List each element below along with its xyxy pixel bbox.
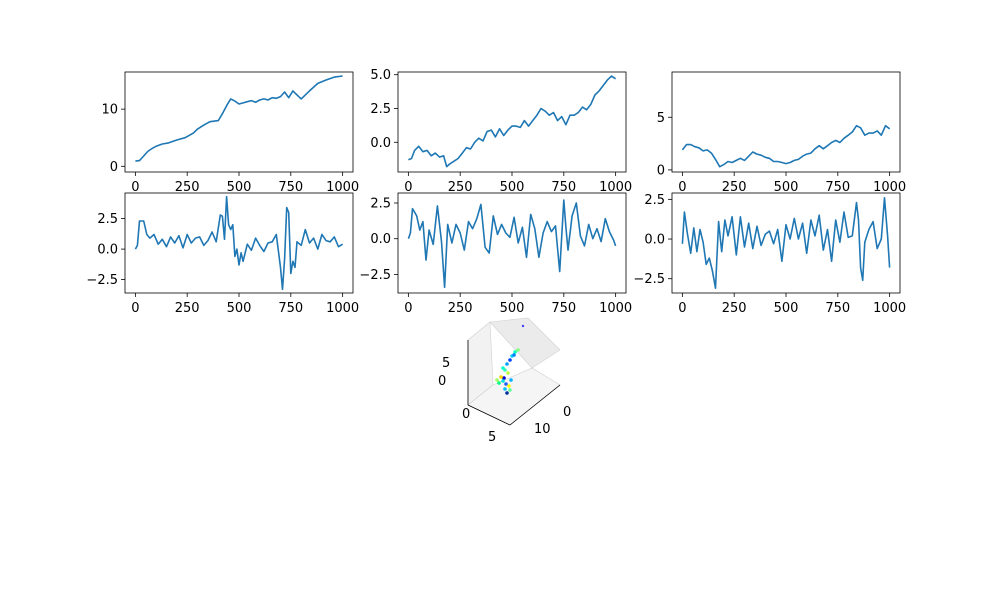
scatter-point <box>508 358 512 362</box>
y-tick-label: 5.0 <box>370 68 391 83</box>
subplot-top-right: 0 250 500 750 1000 0 5 <box>657 71 906 195</box>
scatter-point <box>513 350 517 354</box>
y-tick-label: 2.5 <box>370 197 391 212</box>
scatter-point <box>507 384 511 388</box>
x-tick-label: 0 <box>404 180 412 195</box>
x-tick-label: 250 <box>448 301 473 316</box>
y-tick-label: 2.5 <box>644 193 665 208</box>
x-tick-label: 500 <box>500 180 525 195</box>
axes-frame <box>671 192 901 294</box>
x-tick-label: 10 <box>534 422 551 437</box>
subplot-top-left: 0 250 500 750 1000 0 10 <box>101 71 359 195</box>
scatter-point <box>501 366 505 370</box>
scatter-3d-subplot: 5 0 0 5 0 10 <box>438 317 571 445</box>
y-tick-label: 0.0 <box>370 232 391 247</box>
x-tick-label: 750 <box>278 301 303 316</box>
series-line <box>135 75 343 162</box>
x-tick-label: 1000 <box>326 301 359 316</box>
y-tick-label: −2.5 <box>633 272 665 287</box>
subplot-middle-left: 0 250 500 750 1000 −2.5 0.0 2.5 <box>86 192 359 316</box>
series-line <box>407 199 617 289</box>
x-tick-label: 250 <box>448 180 473 195</box>
y-tick-label: 0 <box>462 407 470 422</box>
y-tick-label: −2.5 <box>86 273 118 288</box>
axes-frame <box>124 71 354 173</box>
y-tick-label: 10 <box>101 103 118 118</box>
x-tick-label: 750 <box>551 301 576 316</box>
x-tick-label: 500 <box>500 301 525 316</box>
x-tick-label: 1000 <box>599 301 632 316</box>
y-axis-line <box>467 404 511 426</box>
x-tick-label: 1000 <box>873 301 906 316</box>
x-tick-label: 0 <box>563 405 571 420</box>
scatter-point <box>499 375 503 379</box>
z-tick-label: 5 <box>442 356 450 371</box>
x-tick-label: 250 <box>175 301 200 316</box>
scatter-point <box>505 391 509 395</box>
scatter-point <box>521 324 525 328</box>
y-tick-label: 0.0 <box>644 233 665 248</box>
scatter-point <box>509 378 513 382</box>
subplot-top-middle: 0 250 500 750 1000 0.0 2.5 5.0 <box>370 68 632 195</box>
scatter-point <box>512 353 516 357</box>
series-line <box>408 75 617 168</box>
y-tick-label: 0 <box>657 163 665 178</box>
x-tick-label: 250 <box>722 180 747 195</box>
scatter-points <box>495 324 525 395</box>
y-tick-label: 2.5 <box>370 102 391 117</box>
x-tick-label: 750 <box>278 180 303 195</box>
x-tick-label: 500 <box>227 180 252 195</box>
x-tick-label: 500 <box>774 301 799 316</box>
x-tick-label: 750 <box>825 301 850 316</box>
axes-frame <box>397 71 627 173</box>
scatter-point <box>506 371 510 375</box>
y-tick-label: 5 <box>657 111 665 126</box>
x-tick-label: 250 <box>175 180 200 195</box>
y-tick-label: 0.0 <box>97 243 118 258</box>
subplot-middle-right: 0 250 500 750 1000 −2.5 0.0 2.5 <box>633 192 906 316</box>
scatter-point <box>505 362 509 366</box>
series-line <box>681 197 891 289</box>
series-line <box>681 124 891 168</box>
scatter-point <box>497 381 501 385</box>
scatter-point <box>508 388 512 392</box>
x-tick-label: 1000 <box>873 180 906 195</box>
scatter-point <box>495 378 499 382</box>
y-tick-label: 0.0 <box>370 136 391 151</box>
x-tick-label: 0 <box>678 301 686 316</box>
z-tick-label: 0 <box>438 374 446 389</box>
subplot-middle-middle: 0 250 500 750 1000 −2.5 0.0 2.5 <box>359 192 632 316</box>
scatter-point <box>504 382 508 386</box>
axes-frame <box>671 71 901 173</box>
scatter-point <box>501 379 505 383</box>
x-axis-line <box>509 384 561 426</box>
x-tick-label: 750 <box>825 180 850 195</box>
scatter-point <box>503 387 507 391</box>
x-tick-label: 0 <box>404 301 412 316</box>
y-tick-label: 5 <box>488 430 496 445</box>
x-tick-label: 1000 <box>599 180 632 195</box>
x-tick-label: 1000 <box>326 180 359 195</box>
x-tick-label: 0 <box>678 180 686 195</box>
x-tick-label: 500 <box>774 180 799 195</box>
scatter-point <box>516 348 520 352</box>
x-tick-label: 0 <box>131 301 139 316</box>
x-tick-label: 500 <box>227 301 252 316</box>
pane-back <box>489 317 561 369</box>
scatter-point <box>502 376 506 380</box>
x-tick-label: 250 <box>722 301 747 316</box>
y-tick-label: 2.5 <box>97 212 118 227</box>
x-tick-label: 0 <box>131 180 139 195</box>
x-tick-label: 750 <box>551 180 576 195</box>
y-tick-label: 0 <box>110 160 118 175</box>
series-line <box>134 195 344 291</box>
y-tick-label: −2.5 <box>359 268 391 283</box>
